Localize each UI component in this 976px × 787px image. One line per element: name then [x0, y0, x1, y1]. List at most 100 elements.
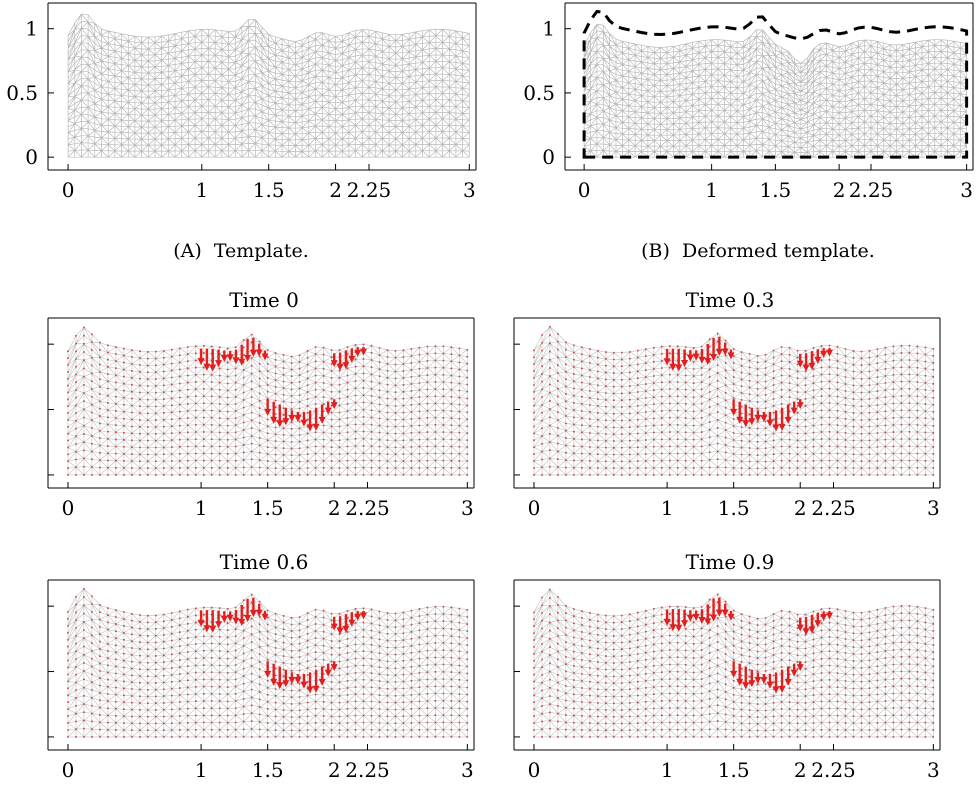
arrow-head: [692, 353, 700, 361]
x-tick-label: 0: [528, 496, 541, 520]
x-tick-label: 1.5: [718, 496, 750, 520]
arrow-head: [748, 418, 756, 426]
arrow-head: [288, 414, 296, 422]
arrow-head: [354, 613, 362, 621]
x-tick-label: 3: [461, 496, 474, 520]
y-tick-label: 0: [25, 145, 38, 169]
arrow-head: [282, 680, 290, 688]
arrow-head: [808, 626, 816, 634]
arrow-head: [294, 677, 302, 685]
arrow-head: [736, 416, 744, 424]
arrow-head: [754, 676, 762, 684]
arrow-head: [312, 423, 320, 431]
y-tick-label: 1: [25, 17, 38, 41]
caption-b: (B) Deformed template.: [641, 240, 875, 262]
arrow-head: [336, 363, 344, 371]
arrow-head: [766, 419, 774, 427]
arrow-head: [330, 402, 338, 410]
arrow-head: [802, 364, 810, 372]
y-tick-label: 1: [542, 17, 555, 41]
mesh-nodes: [533, 588, 935, 738]
x-tick-label: 3: [927, 758, 940, 782]
arrow-head: [270, 416, 278, 424]
arrow-head: [698, 616, 706, 624]
arrow-head: [348, 619, 356, 627]
arrow-head: [715, 348, 723, 356]
arrow-head: [264, 408, 272, 416]
arrow-head: [306, 686, 314, 694]
arrow-head: [318, 678, 326, 686]
mesh-nodes: [67, 588, 469, 738]
arrow-head: [318, 416, 326, 424]
arrow-head: [300, 419, 308, 427]
arrow-head: [264, 670, 272, 678]
arrow-head: [360, 348, 368, 356]
mesh: [533, 588, 935, 738]
arrow-head: [330, 664, 338, 672]
arrow-head: [692, 613, 700, 621]
arrow-head: [226, 354, 234, 362]
x-tick-label: 1.5: [718, 758, 750, 782]
arrow-head: [784, 678, 792, 686]
arrow-head: [220, 615, 228, 623]
arrow-head: [360, 612, 368, 620]
arrow-head: [715, 609, 723, 617]
arrow-head: [282, 418, 290, 426]
arrow-head: [778, 423, 786, 431]
panel-time-0: 0 1 1.5 2 2.25 3: [47, 317, 475, 520]
arrow-head: [698, 356, 706, 364]
arrow-head: [244, 354, 252, 362]
arrow-head: [760, 415, 768, 423]
arrow-head: [742, 682, 750, 690]
x-tick-label: 0: [528, 758, 541, 782]
caption-b-label: (B): [641, 240, 670, 262]
mesh: [67, 326, 469, 476]
mesh-nodes: [533, 325, 935, 476]
arrow-head: [808, 362, 816, 370]
arrow-head: [796, 664, 804, 672]
arrow-head: [802, 628, 810, 636]
caption-a-text: Template.: [214, 240, 309, 262]
y-tick-label: 0.5: [523, 81, 555, 105]
arrow-head: [232, 617, 240, 625]
arrow-head: [704, 357, 712, 365]
arrow-head: [276, 682, 284, 690]
x-tick-label: 2: [328, 496, 341, 520]
x-tick-label: 3: [960, 178, 973, 202]
arrow-head: [288, 676, 296, 684]
arrow-head: [209, 625, 217, 633]
arrow-head: [261, 613, 269, 621]
arrow-head: [226, 614, 234, 622]
x-tick-label: 1: [661, 758, 674, 782]
x-tick-label: 1.5: [252, 758, 284, 782]
arrow-head: [197, 619, 205, 627]
arrow-head: [249, 610, 257, 618]
arrow-head: [306, 424, 314, 432]
arrow-head: [249, 349, 257, 357]
arrow-head: [681, 620, 689, 628]
x-tick-label: 1.5: [252, 496, 284, 520]
arrow-head: [220, 355, 228, 363]
arrow-head: [255, 349, 263, 357]
arrow-head: [730, 670, 738, 678]
panel-time-0-6: 0 1 1.5 2 2.25 3: [47, 579, 475, 782]
x-tick-label: 1: [661, 496, 674, 520]
x-tick-label: 2.25: [811, 758, 856, 782]
arrow-head: [814, 620, 822, 628]
arrow-head: [255, 609, 263, 617]
arrow-head: [748, 680, 756, 688]
panel-time-0-9: 0 1 1.5 2 2.25 3: [513, 579, 941, 782]
arrow-head: [686, 354, 694, 362]
mesh-lines: [583, 23, 967, 158]
x-tick-label: 2: [794, 496, 807, 520]
velocity-arrows: [197, 337, 368, 432]
arrow-head: [238, 618, 246, 626]
caption-a-label: (A): [173, 240, 202, 262]
panel-time-0-3: 0 1 1.5 2 2.25 3: [513, 317, 941, 520]
x-tick-label: 2: [329, 178, 342, 202]
arrow-head: [203, 625, 211, 633]
x-tick-label: 2: [833, 178, 846, 202]
velocity-arrows: [197, 597, 368, 694]
arrow-head: [324, 407, 332, 415]
arrow-head: [342, 362, 350, 370]
